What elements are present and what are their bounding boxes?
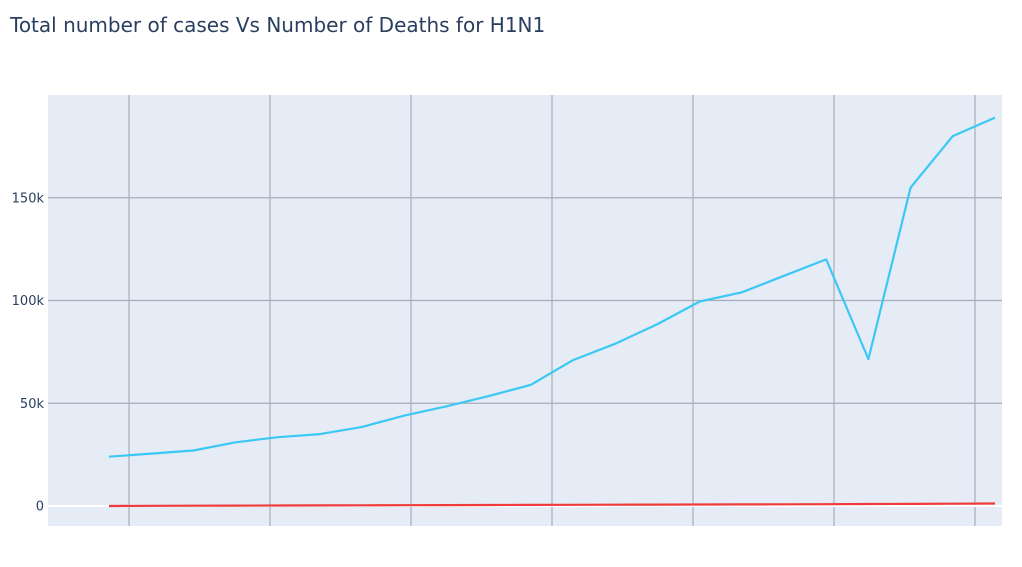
series-line-1 [108,502,996,508]
series-layer [108,116,996,508]
series-line-0 [108,116,996,458]
y-axis-ticks: 0 50k 100k 150k [12,191,45,514]
y-tick-label: 100k [12,294,45,309]
y-tick-label: 150k [12,191,45,206]
y-tick-label: 50k [20,397,45,412]
vertical-gridlines [128,95,976,526]
chart-title: Total number of cases Vs Number of Death… [10,13,546,37]
plot-area [48,95,1002,526]
y-tick-label: 0 [36,500,44,515]
